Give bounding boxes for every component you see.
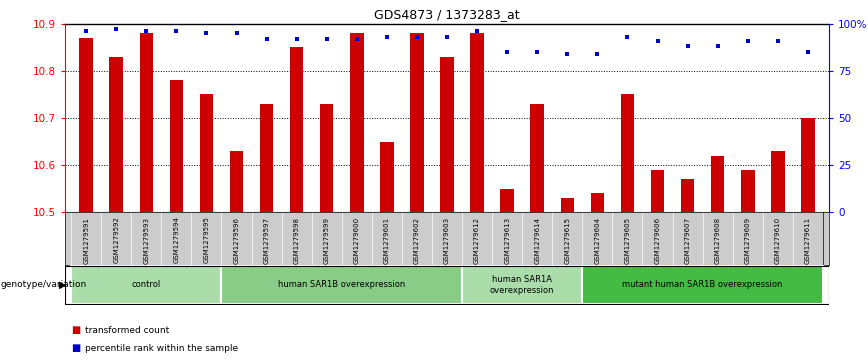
Text: GSM1279614: GSM1279614 (534, 217, 540, 264)
Text: GSM1279592: GSM1279592 (113, 217, 119, 264)
Bar (530, 104, 544, 212)
Point (500, 49, 514, 55)
Bar (200, 94, 214, 212)
Text: GSM1279598: GSM1279598 (293, 217, 299, 264)
Point (771, 38, 785, 44)
Bar (350, 33, 364, 212)
Point (79, 28, 93, 34)
Bar (582, 266, 823, 304)
Bar (590, 193, 604, 212)
Point (260, 36, 273, 42)
Point (801, 49, 815, 55)
Text: GSM1279595: GSM1279595 (203, 217, 209, 264)
Text: GSM1279606: GSM1279606 (654, 217, 661, 264)
Point (169, 28, 183, 34)
Text: GSM1279593: GSM1279593 (143, 217, 149, 264)
Point (711, 43, 725, 49)
Text: GSM1279611: GSM1279611 (805, 217, 811, 264)
Bar (290, 47, 304, 212)
Point (440, 34, 454, 40)
Bar (621, 94, 635, 212)
Text: GSM1279608: GSM1279608 (714, 217, 720, 264)
Text: genotype/variation: genotype/variation (1, 281, 87, 289)
Bar (230, 151, 243, 212)
Text: GSM1279613: GSM1279613 (504, 217, 510, 264)
Text: GSM1279596: GSM1279596 (233, 217, 240, 264)
Point (229, 30, 243, 36)
Bar (221, 266, 462, 304)
Point (530, 49, 544, 55)
Bar (470, 33, 483, 212)
Text: control: control (132, 281, 161, 289)
Text: GSM1279603: GSM1279603 (444, 217, 450, 264)
Point (651, 38, 665, 44)
Point (740, 38, 754, 44)
Text: GSM1279600: GSM1279600 (354, 217, 360, 264)
Text: GSM1279599: GSM1279599 (324, 217, 330, 264)
Bar (320, 104, 333, 212)
Text: GSM1279605: GSM1279605 (624, 217, 630, 264)
Point (140, 28, 154, 34)
Point (621, 34, 635, 40)
Text: GSM1279591: GSM1279591 (83, 217, 89, 264)
Point (470, 28, 484, 34)
Bar (500, 189, 514, 212)
Point (200, 30, 214, 36)
Text: ■: ■ (71, 343, 81, 354)
Point (350, 36, 364, 42)
Bar (169, 80, 183, 212)
Text: ■: ■ (71, 325, 81, 335)
Text: human SAR1B overexpression: human SAR1B overexpression (278, 281, 405, 289)
Text: GSM1279604: GSM1279604 (595, 217, 601, 264)
Point (319, 36, 333, 42)
Text: mutant human SAR1B overexpression: mutant human SAR1B overexpression (622, 281, 783, 289)
Text: transformed count: transformed count (85, 326, 169, 335)
Title: GDS4873 / 1373283_at: GDS4873 / 1373283_at (374, 8, 520, 21)
Point (410, 34, 424, 40)
Point (590, 51, 604, 57)
Bar (440, 57, 454, 212)
Bar (260, 104, 273, 212)
Bar (380, 142, 394, 212)
Point (380, 34, 394, 40)
Bar (741, 170, 754, 212)
Bar (711, 156, 725, 212)
Bar (771, 151, 785, 212)
Point (681, 43, 694, 49)
Point (290, 36, 304, 42)
Text: GSM1279594: GSM1279594 (174, 217, 180, 264)
Text: GSM1279612: GSM1279612 (474, 217, 480, 264)
Bar (651, 170, 664, 212)
Bar (140, 33, 153, 212)
Text: ▶: ▶ (59, 280, 67, 290)
Bar (681, 179, 694, 212)
Point (561, 51, 575, 57)
Text: GSM1279610: GSM1279610 (775, 217, 781, 264)
Bar (71, 266, 221, 304)
Bar (561, 198, 574, 212)
Text: GSM1279597: GSM1279597 (264, 217, 270, 264)
Text: GSM1279609: GSM1279609 (745, 217, 751, 264)
Point (109, 26, 123, 32)
Text: GSM1279602: GSM1279602 (414, 217, 420, 264)
Bar (801, 118, 815, 212)
Text: percentile rank within the sample: percentile rank within the sample (85, 344, 238, 353)
Bar (109, 57, 123, 212)
Text: GSM1279615: GSM1279615 (564, 217, 570, 264)
Bar (462, 266, 582, 304)
Text: GSM1279601: GSM1279601 (384, 217, 390, 264)
Bar (411, 33, 424, 212)
Text: GSM1279607: GSM1279607 (685, 217, 691, 264)
Text: human SAR1A
overexpression: human SAR1A overexpression (490, 275, 555, 295)
Bar (79, 38, 93, 212)
